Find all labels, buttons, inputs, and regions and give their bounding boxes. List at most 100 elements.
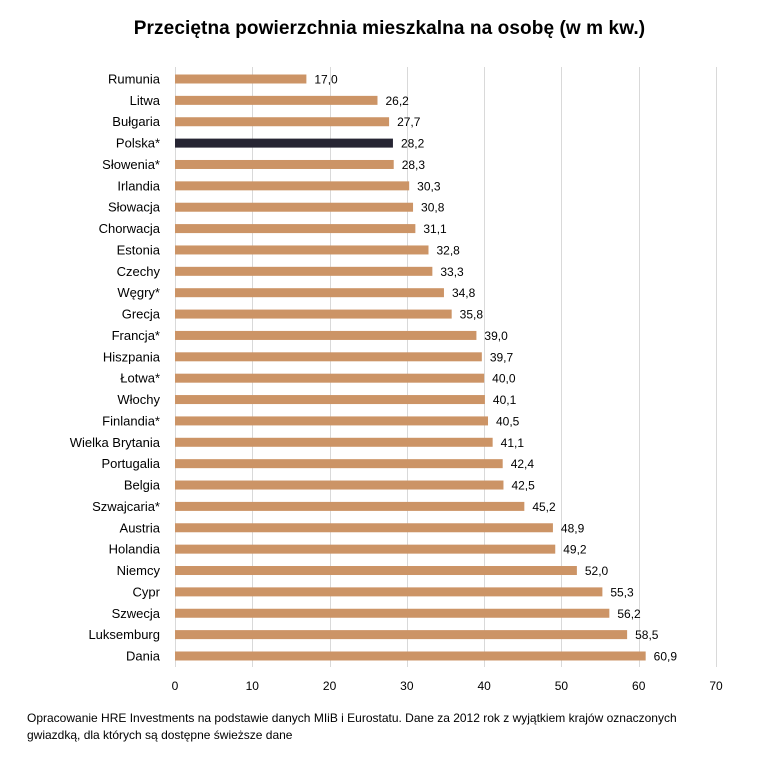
bar	[175, 224, 416, 234]
category-label: Chorwacja	[99, 221, 161, 236]
bar-chart: Rumunia Litwa Bułgaria Polska* Słowenia* Irla…	[70, 67, 723, 693]
x-tick-label: 10	[246, 679, 260, 693]
category-label: Szwajcaria*	[92, 499, 160, 514]
category-label: Węgry*	[117, 285, 160, 300]
data-label: 58,5	[635, 628, 659, 642]
bar	[175, 437, 493, 447]
bar	[175, 480, 504, 490]
data-label: 30,3	[417, 179, 441, 193]
bar	[175, 523, 553, 533]
category-label: Finlandia*	[102, 413, 160, 428]
data-label: 56,2	[617, 607, 641, 621]
bar	[175, 416, 489, 426]
chart-title: Przeciętna powierzchnia mieszkalna na os…	[133, 18, 646, 39]
category-label: Dania	[126, 648, 161, 663]
bar	[175, 202, 414, 212]
data-label: 34,8	[452, 286, 476, 300]
bar	[175, 352, 482, 362]
data-label: 32,8	[436, 243, 460, 257]
data-label: 27,7	[397, 115, 421, 129]
x-tick-label: 0	[172, 679, 179, 693]
bar	[175, 459, 503, 469]
data-label: 28,2	[401, 137, 425, 151]
category-label: Wielka Brytania	[70, 435, 161, 450]
data-label: 45,2	[532, 500, 556, 514]
data-label: 48,9	[561, 521, 585, 535]
category-label: Czechy	[117, 264, 161, 279]
x-tick-label: 60	[632, 679, 646, 693]
x-tick-label: 40	[477, 679, 491, 693]
data-label: 17,0	[314, 73, 338, 87]
x-tick-label: 30	[400, 679, 414, 693]
bar	[175, 651, 646, 661]
footnote: Opracowanie HRE Investments na podstawie…	[27, 711, 677, 742]
category-label: Niemcy	[117, 563, 161, 578]
category-label: Portugalia	[101, 456, 160, 471]
data-label: 28,3	[402, 158, 426, 172]
category-label: Polska*	[116, 136, 160, 151]
data-label: 52,0	[585, 564, 609, 578]
bar	[175, 95, 378, 105]
category-label: Austria	[120, 520, 161, 535]
category-label: Holandia	[109, 542, 161, 557]
data-label: 40,5	[496, 414, 520, 428]
data-label: 40,1	[493, 393, 517, 407]
bar	[175, 181, 410, 191]
data-label: 39,7	[490, 350, 514, 364]
category-label: Słowacja	[108, 200, 161, 215]
bar	[175, 309, 452, 319]
bar	[175, 288, 444, 298]
category-labels: Rumunia Litwa Bułgaria Polska* Słowenia* Irla…	[70, 72, 161, 664]
bar	[175, 330, 477, 340]
data-label: 30,8	[421, 201, 445, 215]
category-label: Irlandia	[117, 178, 160, 193]
x-tick-label: 20	[323, 679, 337, 693]
bar	[175, 501, 525, 511]
category-label: Belgia	[124, 478, 161, 493]
x-axis-ticks: 0 10 20 30 40 50 60 70	[172, 679, 723, 693]
bar	[175, 608, 610, 618]
value-labels: 17,0 26,2 27,7 28,2 28,3 30,3 30,8 31,1 32,8 33,3…	[314, 73, 677, 664]
category-label: Łotwa*	[120, 371, 160, 386]
category-label: Bułgaria	[112, 114, 160, 129]
category-label: Cypr	[133, 584, 161, 599]
category-label: Estonia	[117, 242, 161, 257]
data-label: 35,8	[460, 308, 484, 322]
bar	[175, 395, 485, 405]
bar	[175, 138, 393, 148]
bar	[175, 630, 628, 640]
data-label: 31,1	[423, 222, 447, 236]
bar	[175, 266, 433, 276]
bar	[175, 117, 390, 127]
category-label: Włochy	[117, 392, 160, 407]
bar	[175, 566, 577, 576]
category-label: Luksemburg	[88, 627, 160, 642]
data-label: 49,2	[563, 543, 587, 557]
bar	[175, 373, 485, 383]
data-label: 60,9	[654, 649, 678, 663]
category-label: Francja*	[112, 328, 160, 343]
category-label: Litwa	[130, 93, 161, 108]
data-label: 40,0	[492, 372, 516, 386]
x-tick-label: 70	[709, 679, 723, 693]
category-label: Szwecja	[112, 606, 161, 621]
data-label: 42,4	[511, 457, 535, 471]
category-label: Hiszpania	[103, 349, 161, 364]
gridlines	[175, 67, 717, 667]
bar	[175, 74, 307, 84]
bar	[175, 159, 394, 169]
bar	[175, 544, 556, 554]
category-label: Słowenia*	[102, 157, 160, 172]
data-label: 42,5	[511, 479, 535, 493]
data-label: 55,3	[610, 585, 634, 599]
x-tick-label: 50	[555, 679, 569, 693]
data-label: 39,0	[484, 329, 508, 343]
data-label: 41,1	[501, 436, 525, 450]
bar	[175, 587, 603, 597]
category-label: Rumunia	[108, 72, 161, 87]
bar	[175, 245, 429, 255]
data-label: 33,3	[440, 265, 464, 279]
category-label: Grecja	[122, 307, 161, 322]
bars	[175, 74, 646, 661]
data-label: 26,2	[385, 94, 409, 108]
